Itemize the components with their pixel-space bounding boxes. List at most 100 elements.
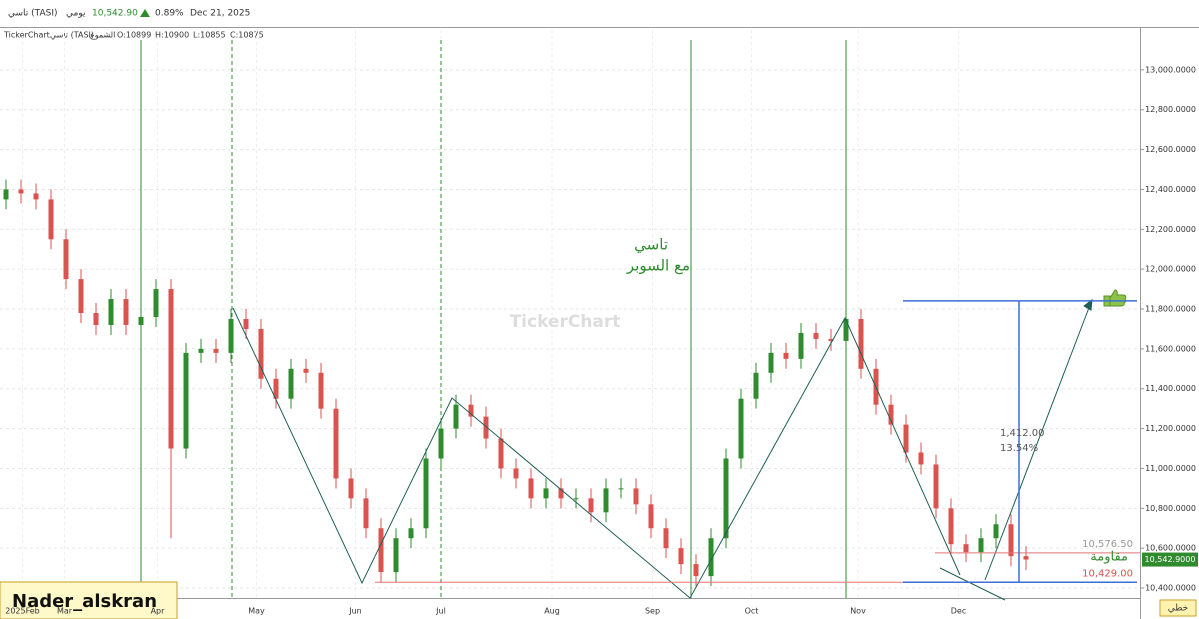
trend-arrows xyxy=(232,298,1093,601)
candle-body xyxy=(1008,524,1014,557)
candle-body xyxy=(738,398,744,459)
y-tick-label: 12,400.0000 xyxy=(1145,185,1196,194)
candle-body xyxy=(543,488,549,499)
info-source: TickerChart xyxy=(3,31,50,40)
x-tick-label: Dec xyxy=(951,607,966,616)
watermark: TickerChart xyxy=(510,312,621,332)
candle-body xyxy=(528,478,534,499)
info-line: TickerChart تاسي (TASI) الشموع O:10899 H… xyxy=(3,31,264,40)
annotation-subtitle: مع السوبر xyxy=(626,257,690,275)
candle-body xyxy=(663,528,669,549)
candle-body xyxy=(363,498,369,529)
candle-body xyxy=(108,299,114,325)
x-tick-label: Jul xyxy=(435,607,446,616)
arrow-head xyxy=(1083,298,1093,311)
x-tick-label: Sep xyxy=(645,607,660,616)
candle-body xyxy=(498,438,504,469)
candle-body xyxy=(393,538,399,573)
x-tick-label: Mar xyxy=(57,607,73,616)
candle-body xyxy=(618,488,624,490)
price: 10,542.90 xyxy=(92,9,138,19)
trend-line xyxy=(984,304,1091,581)
symbol: تاسي (TASI) xyxy=(8,9,58,19)
candle-body xyxy=(453,404,459,429)
candle-body xyxy=(168,289,174,449)
candle-body xyxy=(18,189,24,194)
candle-body xyxy=(408,528,414,539)
candle-body xyxy=(843,318,849,341)
candle-body xyxy=(288,368,294,399)
change: 0.89% xyxy=(155,9,184,19)
candle-body xyxy=(243,318,249,329)
candle-body xyxy=(723,458,729,539)
candle-body xyxy=(828,338,834,341)
x-tick-label: Aug xyxy=(544,607,560,616)
info-close: C:10875 xyxy=(230,31,264,40)
y-tick-label: 11,000.0000 xyxy=(1145,464,1196,473)
candle-body xyxy=(933,464,939,509)
author-box xyxy=(0,581,178,619)
candle-body xyxy=(63,239,69,280)
candle-body xyxy=(318,372,324,409)
last-price-tag xyxy=(1142,552,1198,567)
candle-body xyxy=(888,404,894,425)
author: Nader_alskran xyxy=(12,591,157,612)
resistance-value: 10,576.50 xyxy=(1082,539,1133,550)
last-price-label: 10,542.9000 xyxy=(1145,555,1196,564)
style-label[interactable]: خطي xyxy=(1168,604,1188,614)
candle-body xyxy=(423,458,429,529)
candle-body xyxy=(273,378,279,399)
candle-body xyxy=(333,408,339,479)
date: Dec 21, 2025 xyxy=(190,9,250,19)
y-tick-label: 11,200.0000 xyxy=(1145,424,1196,433)
y-tick-label: 12,600.0000 xyxy=(1145,145,1196,154)
info-high: H:10900 xyxy=(155,31,189,40)
candle-body xyxy=(903,424,909,453)
candle-body xyxy=(33,193,39,200)
measure-value: 1,412.00 xyxy=(1000,428,1045,439)
y-tick-label: 10,400.0000 xyxy=(1145,584,1196,593)
candle-body xyxy=(438,428,444,459)
info-open: O:10899 xyxy=(117,31,151,40)
candle-body xyxy=(648,504,654,529)
support-value: 10,429.00 xyxy=(1082,568,1133,579)
candle-body xyxy=(798,332,804,359)
candle-body xyxy=(678,548,684,565)
x-tick-label: May xyxy=(248,607,265,616)
candle-body xyxy=(918,452,924,465)
trend-line xyxy=(939,567,1006,601)
candle-body xyxy=(768,352,774,373)
candle-body xyxy=(753,372,759,399)
candle-body xyxy=(633,488,639,505)
resistance-label: مقاومة xyxy=(1090,550,1128,565)
candle-body xyxy=(693,564,699,577)
y-tick-label: 12,000.0000 xyxy=(1145,265,1196,274)
x-tick-label: Apr xyxy=(151,607,166,616)
y-tick-label: 11,400.0000 xyxy=(1145,384,1196,393)
candle-body xyxy=(483,416,489,439)
x-tick-label: 2025Feb xyxy=(5,607,40,616)
candle-body xyxy=(813,332,819,339)
candle-body xyxy=(948,508,954,545)
style-button[interactable] xyxy=(1159,599,1197,617)
info-symbol: تاسي (TASI) xyxy=(50,31,94,40)
y-tick-label: 12,200.0000 xyxy=(1145,225,1196,234)
y-tick-label: 10,600.0000 xyxy=(1145,544,1196,553)
y-tick-label: 13,000.0000 xyxy=(1145,65,1196,74)
levels: 10,576.50 10,429.00 1,412.00 13.54% 10,542.9… xyxy=(375,300,1198,584)
thumb-icon xyxy=(1103,289,1127,307)
candle-body xyxy=(3,189,9,200)
info-style: الشموع xyxy=(90,31,115,40)
candle-body xyxy=(513,468,519,479)
candle-body xyxy=(348,478,354,499)
y-tick-label: 11,600.0000 xyxy=(1145,344,1196,353)
candle-body xyxy=(213,348,219,353)
y-tick-label: 11,800.0000 xyxy=(1145,305,1196,314)
x-tick-label: Jun xyxy=(348,607,362,616)
candle-body xyxy=(588,498,594,513)
annotation-title: تاسي xyxy=(634,236,668,255)
y-tick-label: 12,800.0000 xyxy=(1145,105,1196,114)
candle-body xyxy=(1023,556,1029,560)
candle-body xyxy=(93,313,99,325)
